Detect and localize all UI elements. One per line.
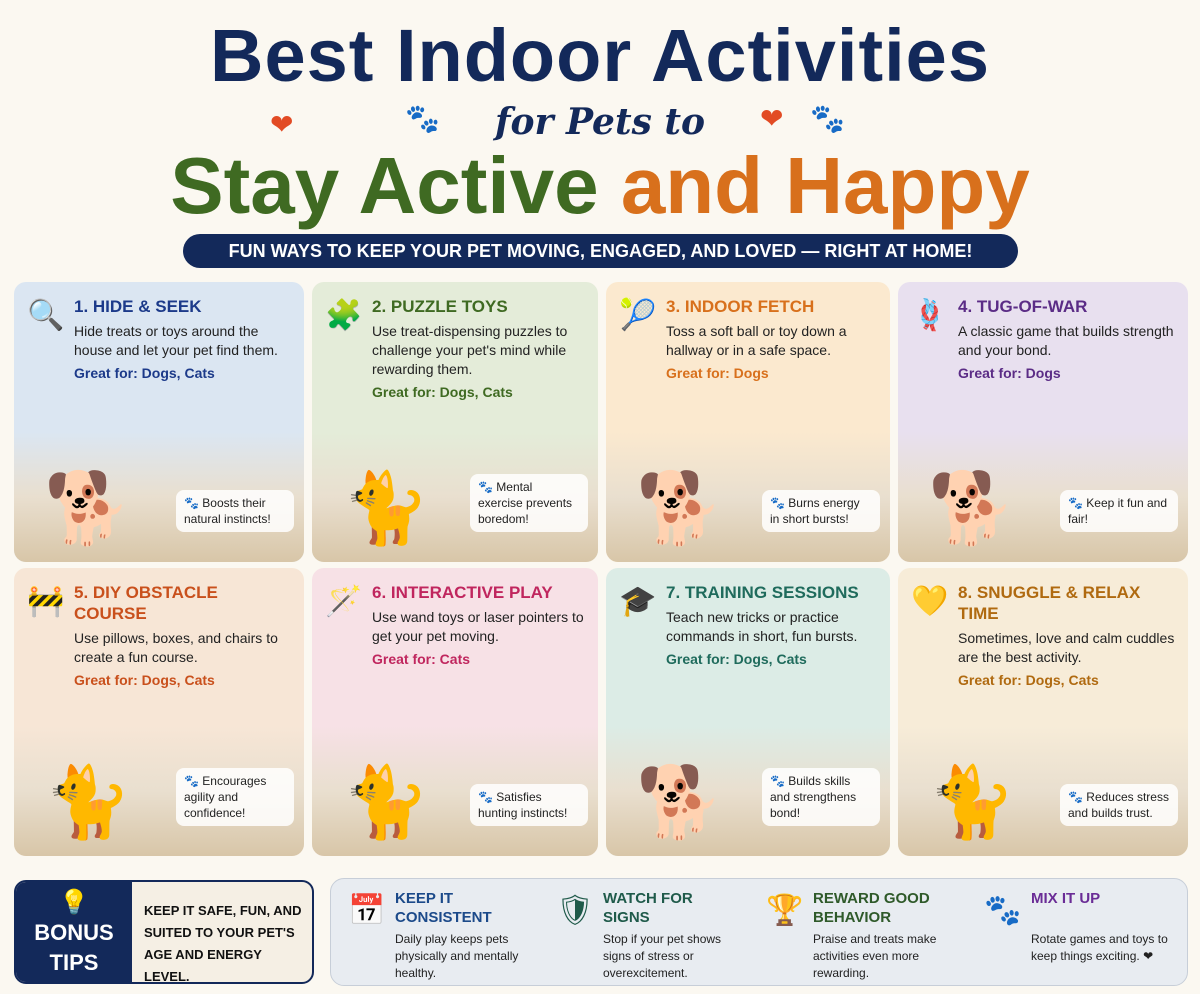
tip-item: 🏆 REWARD GOOD BEHAVIOR Praise and treats… xyxy=(763,887,963,981)
activity-card: 🐈 💛 8. SNUGGLE & RELAX TIME Sometimes, l… xyxy=(898,568,1188,856)
paw-icon: 🐾 xyxy=(405,103,440,134)
tip-title: REWARD GOOD BEHAVIOR xyxy=(813,890,930,926)
paw-icon: 🐾 xyxy=(810,103,845,134)
card-title: 8. SNUGGLE & RELAX TIME xyxy=(958,583,1141,623)
callout-badge: 🐾 Builds skills and strengthens bond! xyxy=(762,768,880,826)
tip-item: 📅 KEEP IT CONSISTENT Daily play keeps pe… xyxy=(345,887,545,981)
cone-icon: 🚧 xyxy=(27,585,65,618)
callout-badge: 🐾 Mental exercise prevents boredom! xyxy=(470,474,588,532)
pet-illustration: 🐈 xyxy=(342,763,430,841)
subtitle-banner: FUN WAYS TO KEEP YOUR PET MOVING, ENGAGE… xyxy=(183,234,1018,268)
pet-illustration: 🐕 xyxy=(636,469,724,547)
card-title: 3. INDOOR FETCH xyxy=(666,297,815,316)
great-for: Great for: Dogs, Cats xyxy=(372,384,513,400)
great-for: Great for: Dogs xyxy=(666,365,769,381)
title-line-3: Stay Active and Happy xyxy=(170,141,1030,230)
card-text: 1. HIDE & SEEK Hide treats or toys aroun… xyxy=(74,296,294,383)
great-for: Great for: Dogs, Cats xyxy=(74,672,215,688)
lightbulb-icon: 💡 xyxy=(59,889,89,916)
card-title: 4. TUG-OF-WAR xyxy=(958,297,1088,316)
card-description: Use pillows, boxes, and chairs to create… xyxy=(74,630,278,665)
title-line-2: for Pets to xyxy=(494,101,706,143)
callout-badge: 🐾 Boosts their natural instincts! xyxy=(176,490,294,532)
tip-title: MIX IT UP xyxy=(1031,890,1101,907)
callout-badge: 🐾 Keep it fun and fair! xyxy=(1060,490,1178,532)
card-title: 6. INTERACTIVE PLAY xyxy=(372,583,553,602)
pet-illustration: 🐕 xyxy=(636,763,724,841)
bonus-text: KEEP IT SAFE, FUN, AND SUITED TO YOUR PE… xyxy=(144,903,302,984)
tip-description: Daily play keeps pets physically and men… xyxy=(395,932,519,980)
activity-card: 🐈 🧩 2. PUZZLE TOYS Use treat-dispensing … xyxy=(312,282,598,562)
card-text: 3. INDOOR FETCH Toss a soft ball or toy … xyxy=(666,296,880,383)
callout-badge: 🐾 Burns energy in short bursts! xyxy=(762,490,880,532)
rope-icon: 🪢 xyxy=(911,299,949,332)
card-title: 1. HIDE & SEEK xyxy=(74,297,202,316)
tips-panel: 📅 KEEP IT CONSISTENT Daily play keeps pe… xyxy=(330,878,1188,986)
pet-illustration: 🐈 xyxy=(342,469,430,547)
card-description: Use treat-dispensing puzzles to challeng… xyxy=(372,323,568,377)
wand-icon: 🪄 xyxy=(325,585,363,618)
heart-icon: 💛 xyxy=(911,585,949,618)
title-line-1: Best Indoor Activities xyxy=(210,14,990,97)
callout-badge: 🐾 Reduces stress and builds trust. xyxy=(1060,784,1178,826)
graduation-cap-icon: 🎓 xyxy=(619,585,657,618)
pet-illustration: 🐈 xyxy=(44,763,132,841)
great-for: Great for: Dogs xyxy=(958,365,1061,381)
callout-badge: 🐾 Satisfies hunting instincts! xyxy=(470,784,588,826)
pet-photo: 🐕 xyxy=(606,432,890,562)
card-title: 2. PUZZLE TOYS xyxy=(372,297,508,316)
tip-title: WATCH FOR SIGNS xyxy=(603,890,693,926)
bonus-tips-box: 💡 BONUS TIPS KEEP IT SAFE, FUN, AND SUIT… xyxy=(14,880,314,984)
pet-illustration: 🐕 xyxy=(44,469,132,547)
card-text: 2. PUZZLE TOYS Use treat-dispensing puzz… xyxy=(372,296,588,402)
card-text: 6. INTERACTIVE PLAY Use wand toys or las… xyxy=(372,582,588,669)
puzzle-icon: 🧩 xyxy=(325,299,363,332)
tip-description: Rotate games and toys to keep things exc… xyxy=(1031,932,1168,963)
card-text: 5. DIY OBSTACLE COURSE Use pillows, boxe… xyxy=(74,582,294,690)
tip-description: Praise and treats make activities even m… xyxy=(813,932,937,980)
shield-icon: 🛡 xyxy=(555,894,595,927)
great-for: Great for: Dogs, Cats xyxy=(958,672,1099,688)
card-text: 8. SNUGGLE & RELAX TIME Sometimes, love … xyxy=(958,582,1178,690)
card-description: Teach new tricks or practice commands in… xyxy=(666,609,858,644)
card-title: 5. DIY OBSTACLE COURSE xyxy=(74,583,218,623)
activity-card: 🐕 🎾 3. INDOOR FETCH Toss a soft ball or … xyxy=(606,282,890,562)
card-text: 7. TRAINING SESSIONS Teach new tricks or… xyxy=(666,582,880,669)
great-for: Great for: Cats xyxy=(372,651,471,667)
calendar-icon: 📅 xyxy=(348,894,386,927)
activity-card: 🐕 🪢 4. TUG-OF-WAR A classic game that bu… xyxy=(898,282,1188,562)
activity-card: 🐈 🚧 5. DIY OBSTACLE COURSE Use pillows, … xyxy=(14,568,304,856)
card-description: Sometimes, love and calm cuddles are the… xyxy=(958,630,1175,665)
tip-title: KEEP IT CONSISTENT xyxy=(395,890,492,926)
pet-illustration: 🐈 xyxy=(928,763,1016,841)
magnifier-icon: 🔍 xyxy=(27,299,65,332)
ball-icon: 🎾 xyxy=(619,299,657,332)
paw-icon: 🐾 xyxy=(984,894,1022,927)
tip-description: Stop if your pet shows signs of stress o… xyxy=(603,932,722,980)
activity-card: 🐈 🪄 6. INTERACTIVE PLAY Use wand toys or… xyxy=(312,568,598,856)
heart-icon: ❤ xyxy=(760,103,784,134)
callout-badge: 🐾 Encourages agility and confidence! xyxy=(176,768,294,826)
activity-card: 🐕 🔍 1. HIDE & SEEK Hide treats or toys a… xyxy=(14,282,304,562)
activity-card: 🐕 🎓 7. TRAINING SESSIONS Teach new trick… xyxy=(606,568,890,856)
card-description: Toss a soft ball or toy down a hallway o… xyxy=(666,323,847,358)
great-for: Great for: Dogs, Cats xyxy=(74,365,215,381)
trophy-icon: 🏆 xyxy=(766,894,804,927)
card-description: Use wand toys or laser pointers to get y… xyxy=(372,609,584,644)
card-description: Hide treats or toys around the house and… xyxy=(74,323,278,358)
tip-item: 🐾 MIX IT UP Rotate games and toys to kee… xyxy=(981,887,1181,981)
pet-illustration: 🐕 xyxy=(928,469,1016,547)
card-text: 4. TUG-OF-WAR A classic game that builds… xyxy=(958,296,1178,383)
card-title: 7. TRAINING SESSIONS xyxy=(666,583,859,602)
card-description: A classic game that builds strength and … xyxy=(958,323,1174,358)
pet-photo: 🐕 xyxy=(14,432,304,562)
tip-item: 🛡 WATCH FOR SIGNS Stop if your pet shows… xyxy=(553,887,753,981)
great-for: Great for: Dogs, Cats xyxy=(666,651,807,667)
heart-icon: ❤ xyxy=(270,109,294,140)
